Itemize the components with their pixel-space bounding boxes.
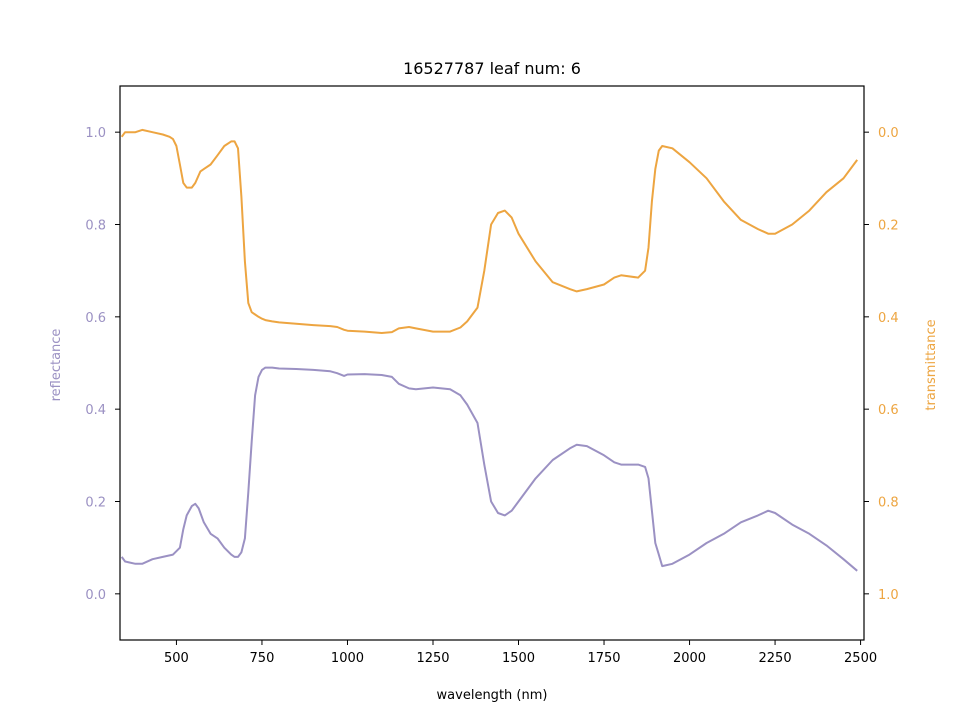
left-y-tick-label: 0.4 — [85, 403, 106, 418]
left-y-tick-label: 0.0 — [85, 588, 106, 603]
transmittance-series-line — [120, 128, 859, 334]
right-y-tick-label: 0.6 — [878, 403, 899, 418]
x-tick-label: 750 — [250, 651, 275, 666]
x-tick-label: 500 — [164, 651, 189, 666]
x-tick-label: 2500 — [844, 651, 877, 666]
chart-title: 16527787 leaf num: 6 — [403, 59, 581, 78]
x-tick-label: 1750 — [587, 651, 620, 666]
right-axis-label: transmittance — [924, 319, 939, 410]
x-tick-label: 1000 — [331, 651, 364, 666]
left-axis-label: reflectance — [49, 329, 64, 402]
right-y-axis: 0.0 0.2 0.4 0.6 0.8 1.0 — [864, 126, 899, 603]
x-tick-label: 1250 — [416, 651, 449, 666]
plot-frame — [119, 85, 865, 641]
reflectance-series-line — [120, 366, 858, 572]
right-y-tick-label: 0.2 — [878, 219, 899, 234]
series-layer — [120, 128, 859, 572]
x-axis: 500 750 1000 1250 1500 1750 2000 2250 2500 — [164, 640, 877, 666]
right-y-tick-label: 0.8 — [878, 496, 899, 511]
x-tick-label: 1500 — [502, 651, 535, 666]
x-tick-label: 2250 — [759, 651, 792, 666]
right-y-tick-label: 0.0 — [878, 126, 899, 141]
right-y-tick-label: 0.4 — [878, 311, 899, 326]
left-y-tick-label: 0.8 — [85, 219, 106, 234]
left-y-tick-label: 0.2 — [85, 496, 106, 511]
right-y-tick-label: 1.0 — [878, 588, 899, 603]
left-y-tick-label: 1.0 — [85, 126, 106, 141]
x-axis-label: wavelength (nm) — [437, 688, 548, 703]
left-y-axis: 0.0 0.2 0.4 0.6 0.8 1.0 — [85, 126, 120, 603]
left-y-tick-label: 0.6 — [85, 311, 106, 326]
x-tick-label: 2000 — [673, 651, 706, 666]
